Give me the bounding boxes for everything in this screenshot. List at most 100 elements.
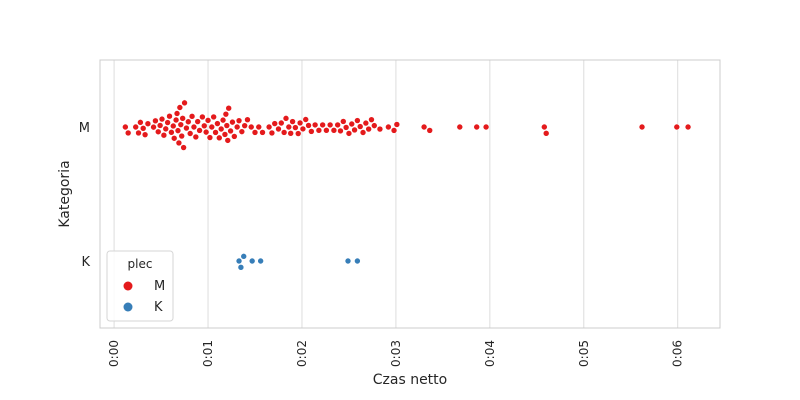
swarm-point-m xyxy=(323,127,330,134)
swarm-point-m xyxy=(244,116,251,123)
swarm-point-m xyxy=(178,132,186,140)
swarm-point-k xyxy=(248,257,256,265)
swarm-point-m xyxy=(173,110,181,117)
legend-label-k: K xyxy=(154,300,163,315)
swarm-point-m xyxy=(238,128,246,135)
swarm-point-m xyxy=(229,118,236,126)
swarm-point-m xyxy=(222,110,230,118)
swarm-point-m xyxy=(351,126,358,134)
swarm-point-m xyxy=(359,129,367,136)
x-tick-labels: 0:00 0:01 0:02 0:03 0:04 0:05 0:06 xyxy=(107,340,685,367)
y-tick-label: K xyxy=(81,255,90,270)
swarm-point-m xyxy=(158,115,166,123)
swarm-point-m xyxy=(122,123,129,131)
y-axis-title: Kategoria xyxy=(57,160,73,227)
swarm-point-m xyxy=(233,123,241,131)
swarm-point-m xyxy=(172,116,180,124)
swarm-point-m xyxy=(296,119,304,127)
swarm-point-m xyxy=(473,123,481,131)
swarm-point-m xyxy=(280,129,288,136)
x-tick-label: 0:04 xyxy=(483,340,497,367)
swarm-point-m xyxy=(302,116,310,123)
swarm-point-m xyxy=(221,131,229,138)
legend: plec M K xyxy=(106,250,174,322)
swarm-point-m xyxy=(135,129,142,137)
swarm-point-m xyxy=(275,125,282,133)
swarm-point-m xyxy=(227,127,234,135)
swarm-point-m xyxy=(217,125,225,133)
swarm-point-m xyxy=(179,115,186,122)
swarm-point-m xyxy=(212,129,219,136)
legend-box xyxy=(106,250,174,322)
swarm-point-m xyxy=(287,130,295,137)
swarm-point-m xyxy=(144,120,152,127)
legend-label-m: M xyxy=(154,279,165,294)
swarm-point-m xyxy=(299,125,307,133)
data-points xyxy=(122,99,692,271)
swarm-point-m xyxy=(150,123,157,131)
swarm-point-m xyxy=(199,113,206,121)
x-tick-label: 0:06 xyxy=(671,340,685,367)
swarm-point-m xyxy=(277,119,285,127)
swarm-point-m xyxy=(259,129,266,136)
x-tick-label: 0:03 xyxy=(389,340,403,367)
swarm-point-m xyxy=(289,118,296,125)
swarm-point-m xyxy=(154,128,162,136)
swarm-point-m xyxy=(162,125,170,133)
swarm-point-m xyxy=(208,123,216,131)
swarm-point-m xyxy=(542,130,550,137)
swarm-point-m xyxy=(170,134,178,142)
swarm-point-m xyxy=(334,121,341,129)
swarm-point-m xyxy=(305,122,312,129)
swarm-point-k xyxy=(257,257,264,265)
swarm-point-k xyxy=(237,264,245,271)
swarm-point-k xyxy=(240,253,248,260)
swarm-point-k xyxy=(354,257,361,265)
swarm-point-m xyxy=(308,128,315,135)
gridlines xyxy=(113,60,679,328)
swarm-point-m xyxy=(176,104,184,111)
swarm-point-m xyxy=(214,120,221,127)
swarm-point-m xyxy=(339,118,347,125)
swarm-point-m xyxy=(376,125,384,133)
swarm-point-m xyxy=(385,123,392,131)
swarm-point-m xyxy=(216,134,223,142)
swarm-point-m xyxy=(294,130,302,137)
swarm-point-m xyxy=(326,121,334,129)
swarm-point-m xyxy=(241,122,248,129)
swarm-point-m xyxy=(282,115,290,122)
swarm-point-m xyxy=(370,122,378,129)
swarm-point-m xyxy=(196,127,203,134)
swarm-point-m xyxy=(202,128,210,136)
swarm-point-m xyxy=(224,137,232,144)
swarm-point-m xyxy=(124,129,132,137)
swarm-point-m xyxy=(186,130,194,137)
swarm-point-m xyxy=(292,124,299,131)
swarm-point-m xyxy=(482,123,490,131)
swarm-point-m xyxy=(185,118,192,126)
swarm-point-m xyxy=(271,120,279,127)
swarm-point-m xyxy=(175,139,183,147)
swarm-point-m xyxy=(456,123,464,131)
swarm-point-m xyxy=(166,112,173,120)
swarm-point-m xyxy=(156,122,164,129)
swarm-point-m xyxy=(141,131,149,138)
swarm-point-m xyxy=(390,127,398,134)
swarm-point-k xyxy=(344,257,352,265)
swarm-point-m xyxy=(247,123,255,131)
swarm-point-m xyxy=(181,99,188,107)
swarm-point-m xyxy=(362,119,370,127)
swarm-point-m xyxy=(393,121,401,128)
swarm-point-m xyxy=(315,127,323,134)
swarm-point-m xyxy=(168,129,175,136)
swarm-point-m xyxy=(684,123,692,131)
swarm-point-m xyxy=(183,124,190,132)
swarm-point-m xyxy=(188,113,196,120)
swarm-point-m xyxy=(345,130,353,137)
swarm-point-m xyxy=(225,104,232,112)
x-tick-label: 0:00 xyxy=(107,340,121,367)
swarm-point-m xyxy=(354,117,361,124)
swarm-point-k xyxy=(235,257,243,265)
swarm-point-m xyxy=(337,127,344,135)
